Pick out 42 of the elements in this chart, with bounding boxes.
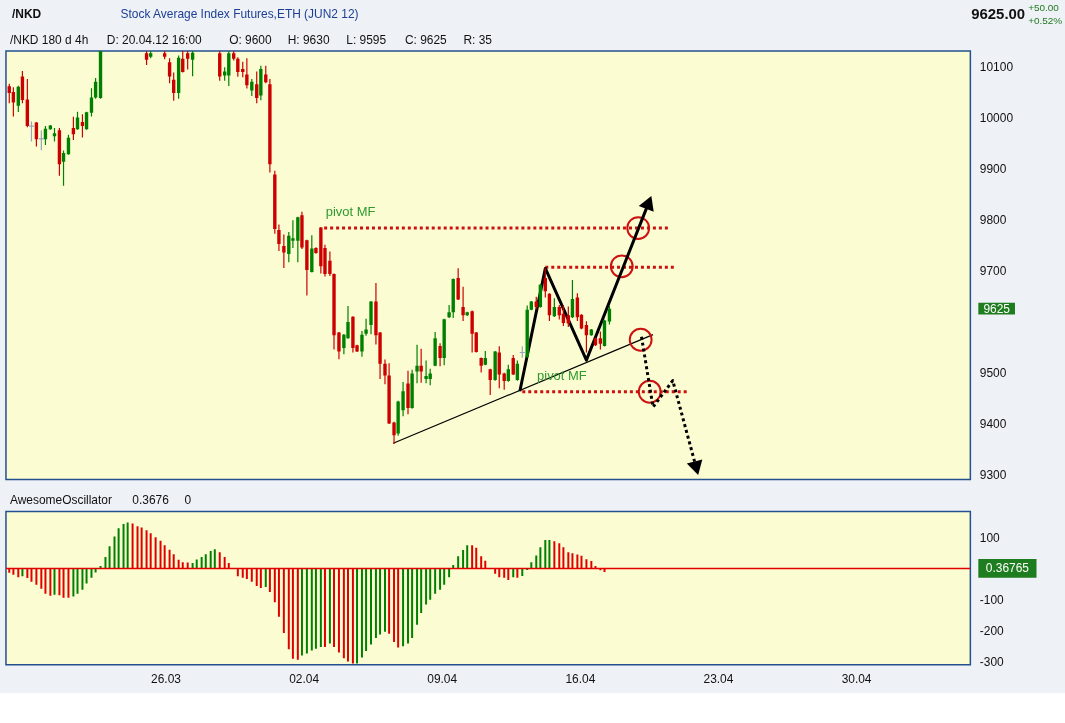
text: +0.52% (1028, 15, 1063, 27)
x-tick-label: 09.04 (427, 672, 458, 687)
bar (300, 568, 303, 656)
y-tick-label: 9500 (979, 365, 1007, 380)
annotation: pivot MF (325, 204, 376, 220)
x-tick-label: 26.03 (151, 672, 182, 687)
text: /NKD (11, 7, 42, 22)
x-tick-label: 16.04 (565, 672, 596, 687)
text: 9625 (983, 301, 1011, 316)
text: 9625.00 (971, 5, 1026, 23)
y-tick-label: -200 (979, 623, 1005, 638)
text: +50.00 (1028, 2, 1060, 14)
x-tick-label: 23.04 (703, 672, 734, 687)
x-tick-label: 30.04 (841, 672, 872, 687)
chart-title: AwesomeOscillator (9, 493, 112, 508)
chart-title: /NKD 180 d 4h (9, 33, 89, 48)
text: C: 9625 (404, 33, 448, 48)
y-tick-label: 9800 (979, 212, 1007, 227)
y-tick-label: 9300 (979, 467, 1007, 482)
y-tick-label: 10000 (979, 110, 1014, 125)
y-tick-label: 9900 (979, 161, 1007, 176)
chart-subtitle: Stock Average Index Futures,ETH (JUN2 12) (120, 7, 359, 22)
text: 0.36765 (985, 561, 1030, 576)
x-tick-label: 02.04 (289, 672, 320, 687)
text: 0.3676 (132, 493, 170, 508)
y-tick-label: 100 (979, 531, 1001, 546)
bar (416, 568, 419, 625)
text: R: 35 (463, 33, 493, 48)
y-tick-label: 9400 (979, 416, 1007, 431)
bar (370, 568, 373, 645)
bar (319, 568, 322, 647)
text: D: 20.04.12 16:00 (106, 33, 203, 48)
text: O: 9600 (229, 33, 272, 48)
text: 0 (184, 493, 192, 508)
y-tick-label: -100 (979, 592, 1005, 607)
bar (439, 568, 442, 590)
y-tick-label: 10100 (979, 59, 1014, 74)
text: H: 9630 (287, 33, 330, 48)
bar (462, 549, 465, 569)
text: L: 9595 (346, 33, 387, 48)
y-tick-label: 9700 (979, 263, 1007, 278)
y-tick-label: -300 (979, 654, 1005, 669)
